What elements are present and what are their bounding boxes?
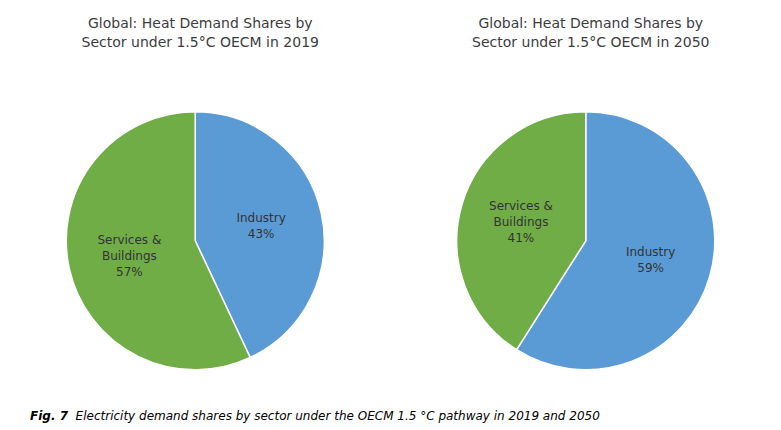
svg-text:Industry: Industry <box>626 245 675 259</box>
svg-text:Fig. 7: Fig. 7 <box>30 409 69 423</box>
svg-text:Buildings: Buildings <box>102 249 157 263</box>
svg-text:Industry: Industry <box>236 211 285 225</box>
svg-text:Global: Heat Demand Shares by: Global: Heat Demand Shares by <box>478 15 703 31</box>
svg-text:Electricity demand shares by s: Electricity demand shares by sector unde… <box>76 409 601 423</box>
svg-text:Buildings: Buildings <box>493 215 548 229</box>
svg-text:Sector under 1.5°C OECM in 205: Sector under 1.5°C OECM in 2050 <box>472 34 709 50</box>
svg-text:Services &: Services & <box>489 199 553 213</box>
svg-text:43%: 43% <box>248 227 275 241</box>
svg-text:Services &: Services & <box>97 233 161 247</box>
svg-text:57%: 57% <box>116 265 143 279</box>
svg-text:59%: 59% <box>637 261 664 275</box>
svg-text:41%: 41% <box>508 231 535 245</box>
svg-text:Sector under 1.5°C OECM in 201: Sector under 1.5°C OECM in 2019 <box>82 34 319 50</box>
svg-text:Global: Heat Demand Shares by: Global: Heat Demand Shares by <box>88 15 313 31</box>
